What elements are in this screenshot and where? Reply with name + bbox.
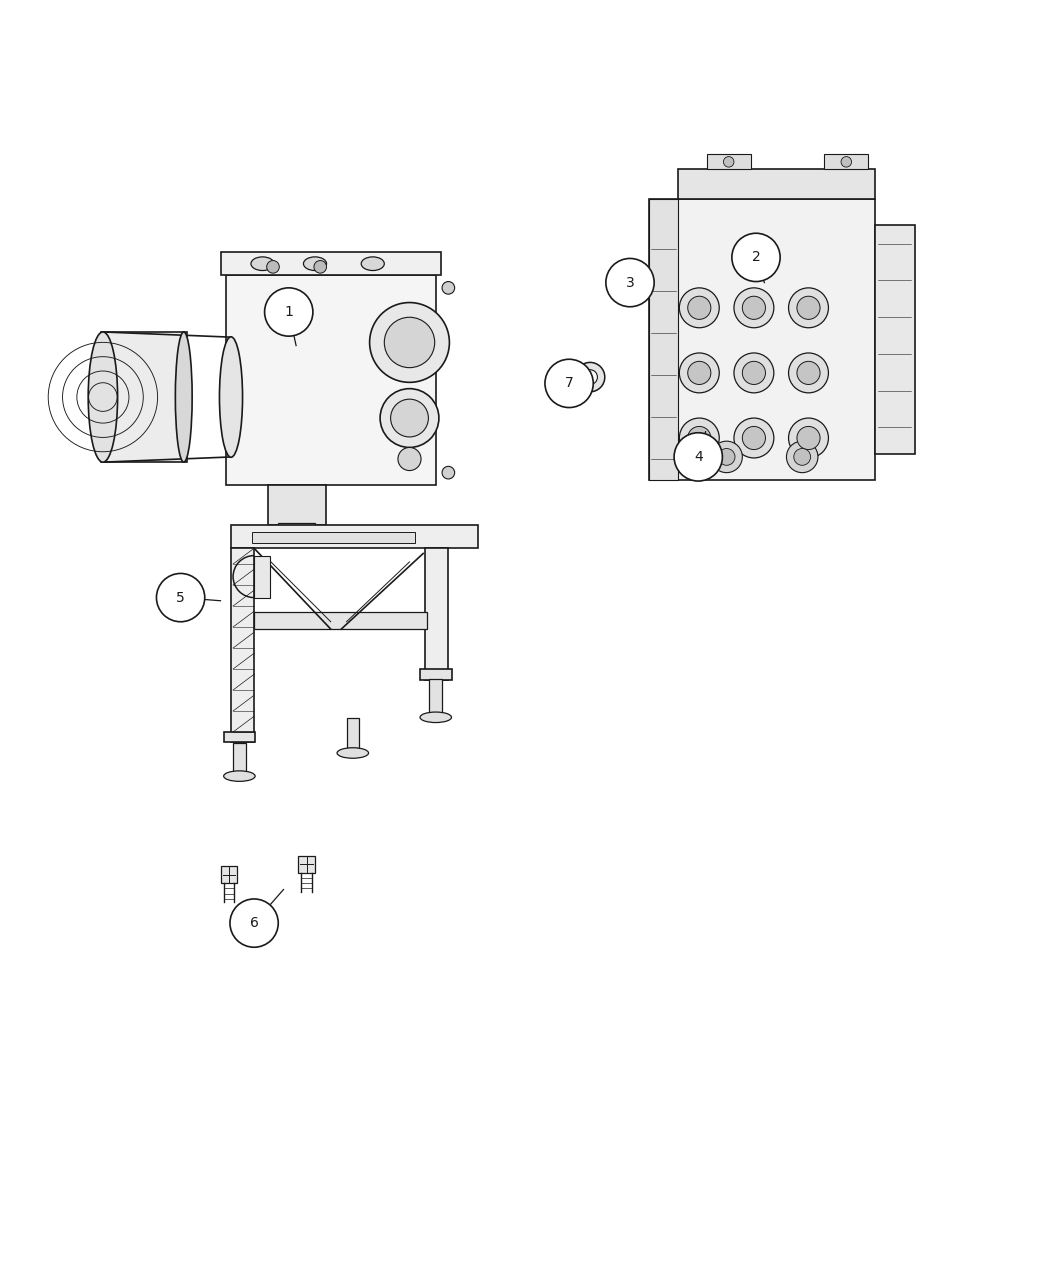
Circle shape xyxy=(734,288,774,328)
Circle shape xyxy=(679,353,719,393)
Circle shape xyxy=(575,362,605,391)
Circle shape xyxy=(711,441,742,473)
Text: 4: 4 xyxy=(694,450,702,464)
Circle shape xyxy=(545,360,593,408)
Circle shape xyxy=(794,449,811,465)
Bar xyxy=(346,718,359,747)
Circle shape xyxy=(679,288,719,328)
Circle shape xyxy=(442,282,455,295)
Bar xyxy=(224,732,255,742)
Bar xyxy=(252,533,415,543)
Circle shape xyxy=(267,260,279,273)
Bar xyxy=(824,154,868,170)
Bar xyxy=(268,486,326,525)
Circle shape xyxy=(734,353,774,393)
Circle shape xyxy=(789,418,828,458)
Circle shape xyxy=(398,448,421,470)
Bar xyxy=(220,252,441,275)
Circle shape xyxy=(789,288,828,328)
Bar xyxy=(231,548,254,742)
Ellipse shape xyxy=(224,771,255,782)
Circle shape xyxy=(230,899,278,947)
Circle shape xyxy=(688,296,711,319)
Circle shape xyxy=(391,399,428,437)
Circle shape xyxy=(674,432,722,481)
Circle shape xyxy=(797,426,820,450)
Text: 5: 5 xyxy=(176,590,185,604)
Circle shape xyxy=(789,353,828,393)
Circle shape xyxy=(688,426,711,450)
Ellipse shape xyxy=(420,711,451,723)
Text: 7: 7 xyxy=(565,376,573,390)
Circle shape xyxy=(732,233,780,282)
Bar xyxy=(649,199,875,479)
Ellipse shape xyxy=(251,256,274,270)
Ellipse shape xyxy=(337,747,369,759)
Circle shape xyxy=(841,157,852,167)
Circle shape xyxy=(606,259,654,307)
Ellipse shape xyxy=(361,256,384,270)
Bar xyxy=(678,170,875,199)
Circle shape xyxy=(265,288,313,337)
Ellipse shape xyxy=(219,337,243,458)
Circle shape xyxy=(742,426,765,450)
Circle shape xyxy=(734,418,774,458)
Circle shape xyxy=(314,260,327,273)
Circle shape xyxy=(718,449,735,465)
Circle shape xyxy=(786,441,818,473)
Bar xyxy=(254,612,427,629)
Text: 6: 6 xyxy=(250,917,258,929)
Ellipse shape xyxy=(175,332,192,462)
Bar xyxy=(649,199,678,479)
Bar xyxy=(707,154,751,170)
Ellipse shape xyxy=(88,332,118,462)
Text: 3: 3 xyxy=(626,275,634,289)
Text: 1: 1 xyxy=(285,305,293,319)
Circle shape xyxy=(384,317,435,367)
Bar xyxy=(298,856,315,872)
Circle shape xyxy=(156,574,205,622)
Bar xyxy=(233,742,246,771)
Circle shape xyxy=(742,361,765,385)
Bar xyxy=(429,680,442,713)
Circle shape xyxy=(583,370,597,385)
Bar xyxy=(220,867,237,884)
Bar xyxy=(101,332,187,462)
Circle shape xyxy=(442,467,455,479)
Bar xyxy=(231,525,478,548)
Text: 2: 2 xyxy=(752,250,760,264)
Circle shape xyxy=(370,302,449,382)
Bar xyxy=(875,224,915,454)
Circle shape xyxy=(688,361,711,385)
Bar xyxy=(226,275,436,486)
Circle shape xyxy=(797,361,820,385)
Circle shape xyxy=(742,296,765,319)
Circle shape xyxy=(797,296,820,319)
Bar xyxy=(420,669,451,680)
Bar xyxy=(254,556,270,598)
Ellipse shape xyxy=(303,256,327,270)
Circle shape xyxy=(380,389,439,448)
Circle shape xyxy=(723,157,734,167)
Bar xyxy=(425,548,448,680)
Bar xyxy=(278,523,315,539)
Circle shape xyxy=(679,418,719,458)
